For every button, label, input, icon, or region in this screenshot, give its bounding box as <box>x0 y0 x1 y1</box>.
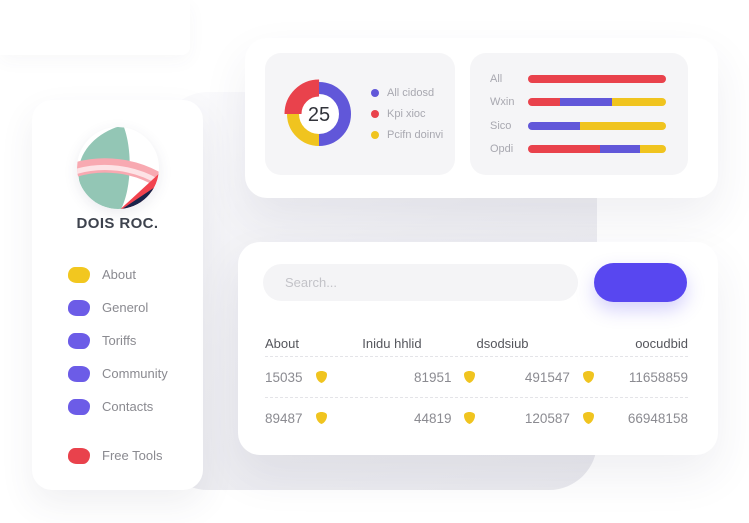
shield-icon <box>582 412 594 424</box>
donut-chart-panel: 25 All cidosd Kpi xioc Pcifn doinvi <box>265 53 455 175</box>
table-cell: 44819 <box>362 411 476 426</box>
sidebar: DOIS ROC. About Generol Toriffs Communit… <box>32 100 203 490</box>
bar-row-sico: Sico <box>490 120 666 132</box>
brand-logo <box>76 127 159 209</box>
sidebar-item-label: Generol <box>102 300 149 315</box>
bar-label: All <box>490 72 503 85</box>
bar-row-all: All <box>490 73 666 85</box>
donut-chart: 25 <box>284 79 354 149</box>
cell-value: 15035 <box>265 369 303 385</box>
legend-dot-red <box>371 110 379 118</box>
brand-title: DOIS ROC. <box>76 215 159 232</box>
deco-rect-top-left <box>0 0 190 55</box>
sidebar-item-community[interactable]: Community <box>32 357 203 390</box>
legend-item: Pcifn doinvi <box>371 125 443 146</box>
search-box <box>263 264 578 301</box>
table-cell: 81951 <box>362 370 476 385</box>
cell-value: 491547 <box>524 369 570 385</box>
bar-segment <box>528 145 600 154</box>
cell-value: 89487 <box>265 410 303 426</box>
bar-segment <box>528 121 581 130</box>
cell-value: 44819 <box>413 410 452 426</box>
shield-icon <box>315 371 327 383</box>
column-header: About <box>265 335 299 351</box>
bar-row-wxin: Wxin <box>490 96 666 108</box>
bar-segment <box>559 98 613 107</box>
bar-segment <box>528 98 560 107</box>
generol-blob-icon <box>68 299 90 316</box>
sidebar-item-about[interactable]: About <box>32 258 203 291</box>
bar-segment <box>580 121 666 130</box>
stats-card: 25 All cidosd Kpi xioc Pcifn doinvi <box>245 38 718 198</box>
bar-segment <box>599 145 640 154</box>
sidebar-menu: About Generol Toriffs Community Contacts… <box>32 258 203 472</box>
logo-icon <box>76 127 159 209</box>
sidebar-item-label: Free Tools <box>102 448 163 463</box>
legend-dot-blue <box>371 89 379 97</box>
about-blob-icon <box>68 266 90 283</box>
cell-value: 120587 <box>524 410 570 426</box>
data-table: About Inidu hhlid dsodsiub oocudbid 1503… <box>265 330 688 438</box>
legend-item: Kpi xioc <box>371 104 443 125</box>
shield-icon <box>315 412 327 424</box>
sidebar-item-label: Toriffs <box>102 333 137 348</box>
table-cell: 15035 <box>265 370 362 385</box>
table-cell: 89487 <box>265 411 362 426</box>
bar-label: Opdi <box>490 143 514 156</box>
table-cell: 66948158 <box>595 411 688 426</box>
table-row[interactable]: 15035 81951 491547 11658859 <box>265 356 688 397</box>
search-input[interactable] <box>263 264 578 301</box>
column-header: oocudbid <box>635 335 688 351</box>
community-blob-icon <box>68 365 90 382</box>
donut-center-value: 25 <box>308 104 330 126</box>
bar-label: Sico <box>490 119 512 132</box>
table-cell: 491547 <box>476 370 594 385</box>
cell-value: 11658859 <box>628 369 688 385</box>
table-cell: 11658859 <box>595 370 688 385</box>
bar-track <box>528 98 666 107</box>
bar-segment <box>528 74 666 83</box>
legend-dot-yellow <box>371 131 379 139</box>
sidebar-item-toriffs[interactable]: Toriffs <box>32 324 203 357</box>
toriffs-blob-icon <box>68 332 90 349</box>
free-tools-blob-icon <box>68 447 90 464</box>
legend-label: Pcifn doinvi <box>387 129 444 141</box>
cell-value: 81951 <box>413 369 452 385</box>
deco-rect-bottom-right <box>640 498 749 523</box>
primary-action-button[interactable] <box>594 263 687 302</box>
stacked-bars-panel: All Wxin Sico Opdi <box>470 53 688 175</box>
legend-item: All cidosd <box>371 83 443 104</box>
bar-track <box>528 121 666 130</box>
column-header: dsodsiub <box>476 335 529 351</box>
table-cell: 120587 <box>476 411 594 426</box>
bar-segment <box>639 145 666 154</box>
bar-label: Wxin <box>490 96 515 109</box>
legend-label: Kpi xioc <box>387 108 426 120</box>
sidebar-item-generol[interactable]: Generol <box>32 291 203 324</box>
column-header: Inidu hhlid <box>362 335 422 351</box>
sidebar-item-label: About <box>102 267 136 282</box>
contacts-blob-icon <box>68 398 90 415</box>
bar-track <box>528 145 666 154</box>
sidebar-item-contacts[interactable]: Contacts <box>32 390 203 423</box>
legend-label: All cidosd <box>387 87 435 99</box>
table-row[interactable]: 89487 44819 120587 66948158 <box>265 397 688 438</box>
bar-segment <box>612 98 666 107</box>
cell-value: 66948158 <box>627 410 688 426</box>
sidebar-item-label: Contacts <box>102 399 154 414</box>
table-card: About Inidu hhlid dsodsiub oocudbid 1503… <box>238 242 718 455</box>
shield-icon <box>464 412 476 424</box>
table-header-row: About Inidu hhlid dsodsiub oocudbid <box>265 330 688 356</box>
sidebar-item-label: Community <box>102 366 168 381</box>
shield-icon <box>464 371 476 383</box>
shield-icon <box>582 371 594 383</box>
bar-track <box>528 74 666 83</box>
sidebar-item-free-tools[interactable]: Free Tools <box>32 439 203 472</box>
bar-row-opdi: Opdi <box>490 143 666 155</box>
donut-legend: All cidosd Kpi xioc Pcifn doinvi <box>371 83 443 146</box>
